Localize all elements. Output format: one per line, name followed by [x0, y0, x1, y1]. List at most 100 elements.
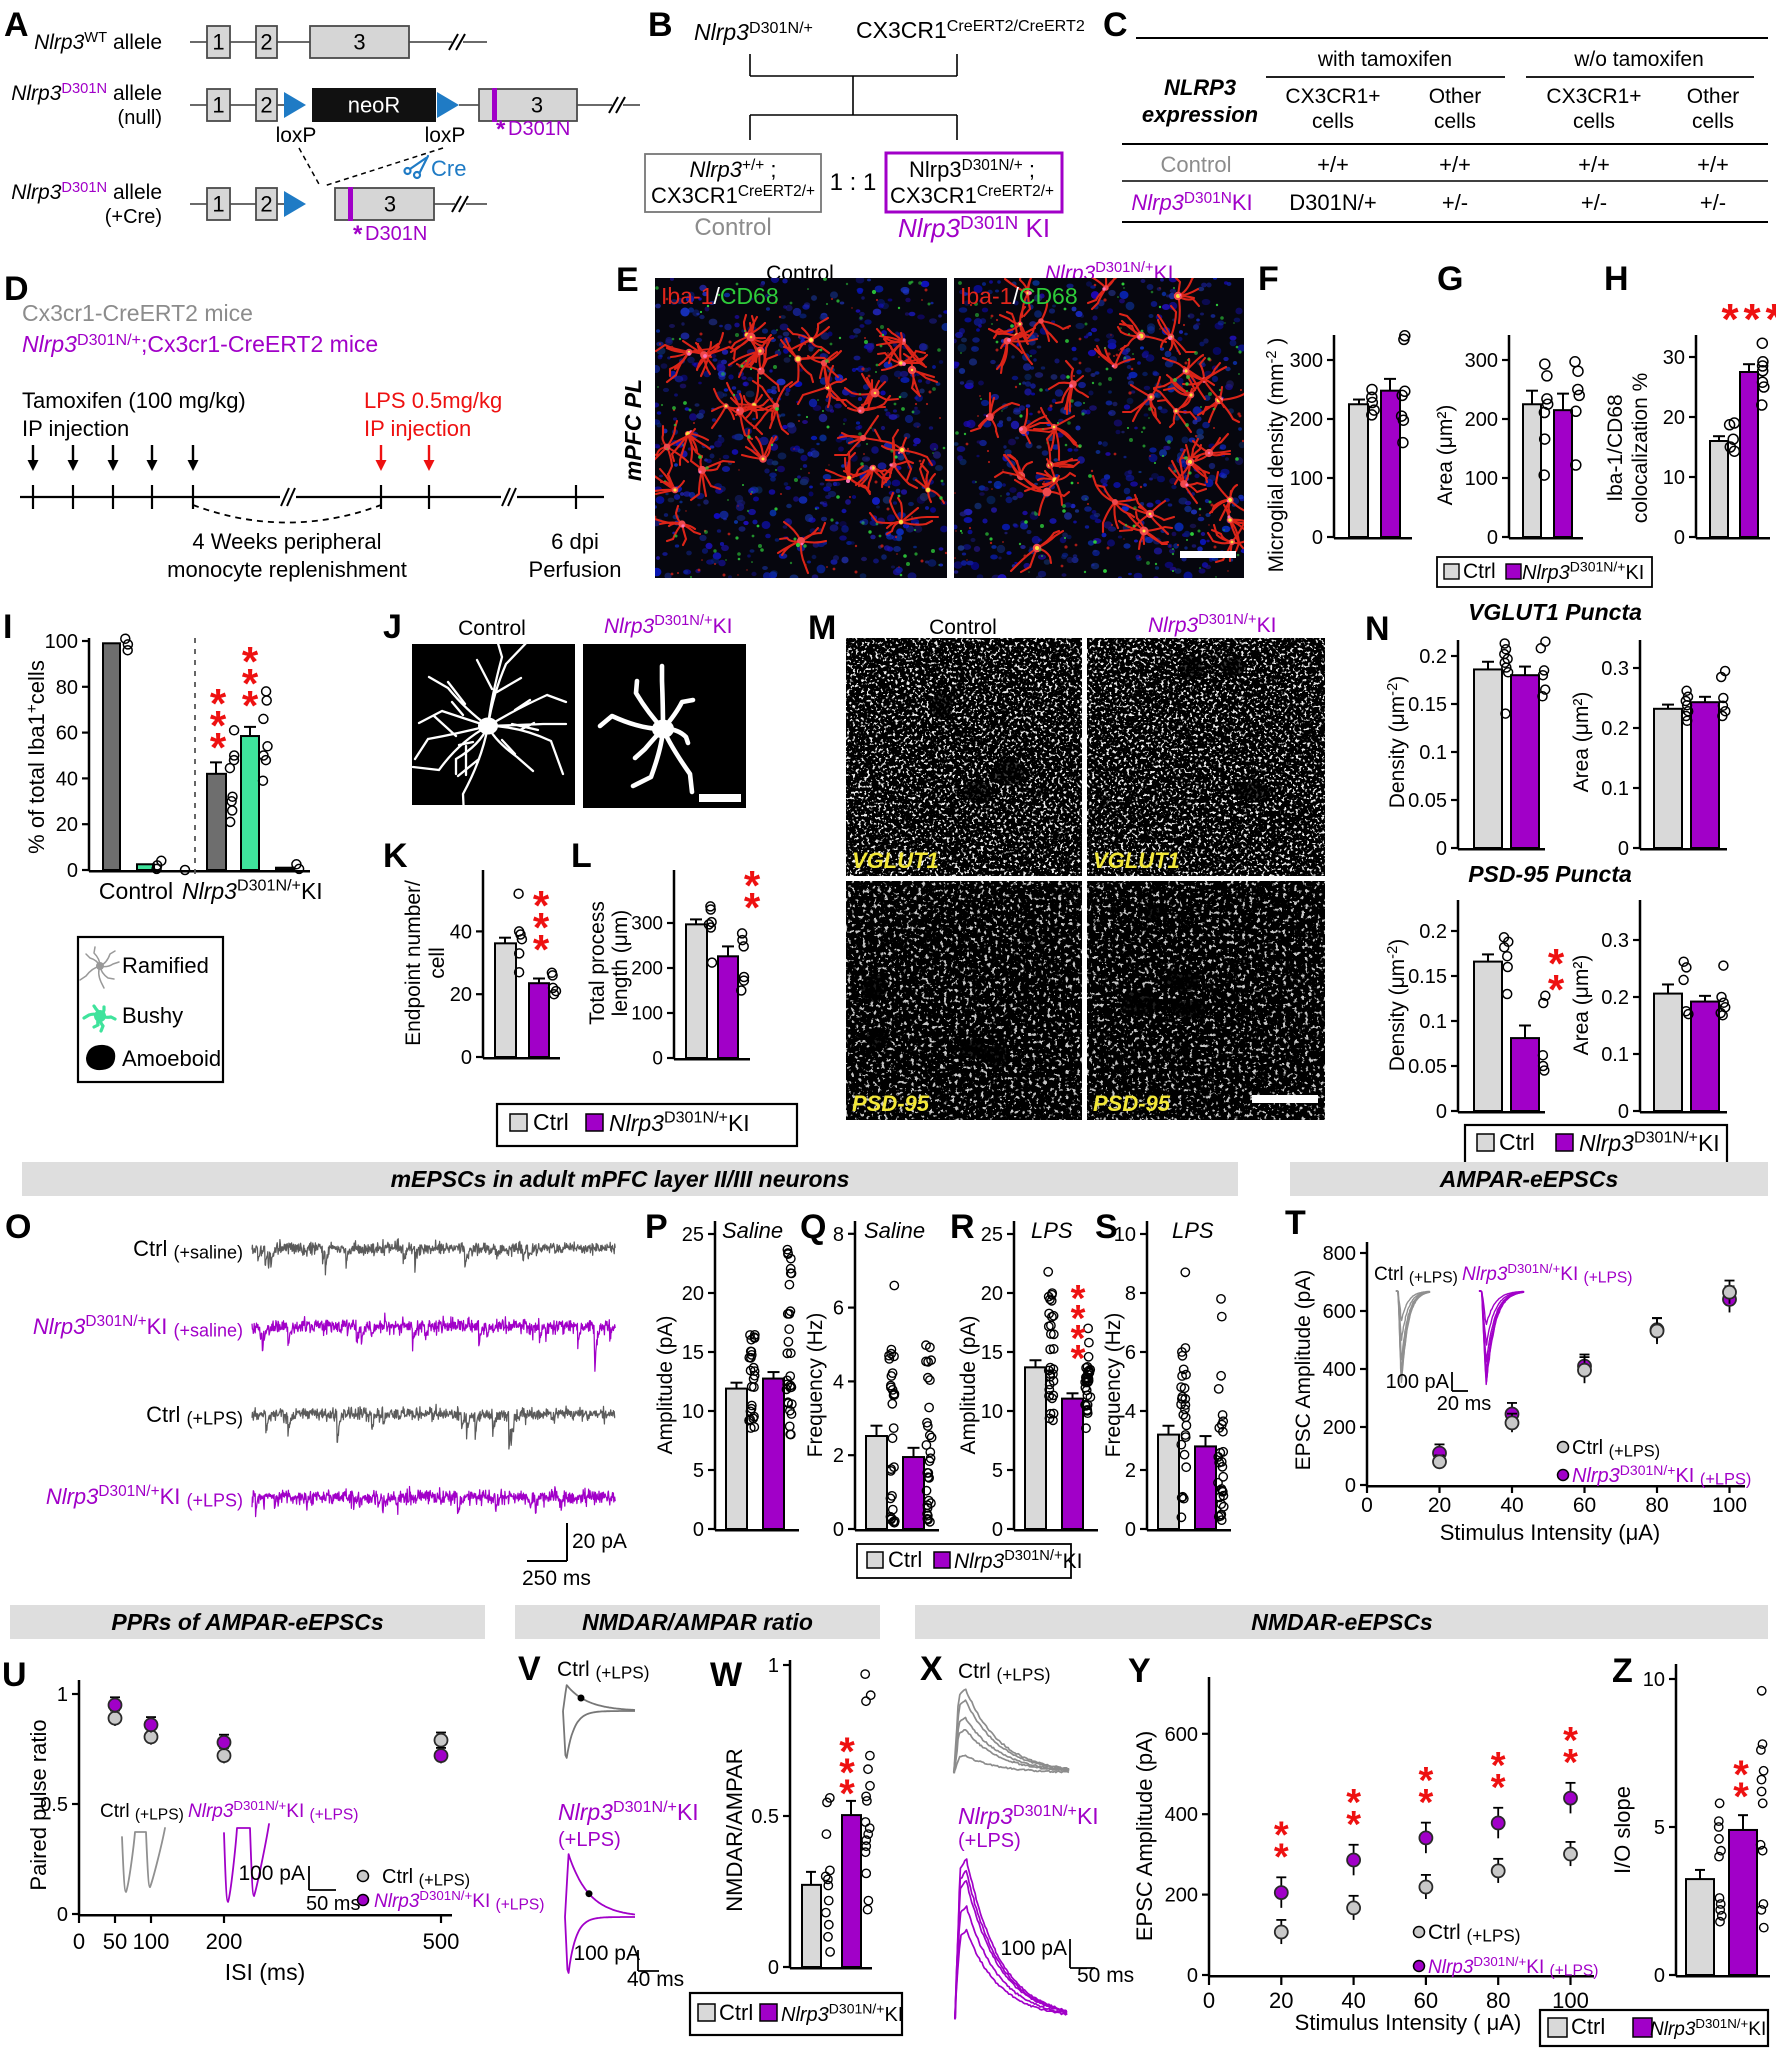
svg-text:0: 0	[67, 860, 78, 882]
svg-text:30: 30	[1663, 347, 1685, 369]
svg-text:0: 0	[1312, 527, 1323, 549]
svg-text:1: 1	[57, 1684, 68, 1706]
svg-text:Endpoint number/: Endpoint number/	[402, 880, 425, 1046]
svg-text:Ctrl (+LPS): Ctrl (+LPS)	[557, 1658, 649, 1683]
svg-text:*: *	[242, 682, 259, 729]
svg-text:80: 80	[56, 677, 78, 699]
svg-text:200: 200	[1290, 409, 1323, 431]
svg-text:EPSC Amplitude (pA): EPSC Amplitude (pA)	[1132, 1731, 1157, 1941]
svg-text:8: 8	[833, 1224, 844, 1246]
svg-text:*: *	[210, 724, 227, 771]
svg-text:1: 1	[768, 1655, 779, 1677]
svg-text:Stimulus Intensity (μA): Stimulus Intensity (μA)	[1440, 1520, 1661, 1545]
svg-text:*: *	[839, 1772, 855, 1816]
svg-text:100: 100	[133, 1929, 170, 1954]
svg-text:6: 6	[833, 1298, 844, 1320]
svg-text:*: *	[353, 221, 363, 248]
svg-text:Bushy: Bushy	[122, 1003, 183, 1028]
svg-text:40: 40	[1500, 1494, 1523, 1517]
svg-text:Nlrp3D301N/+KI: Nlrp3D301N/+KI	[954, 1548, 1082, 1573]
svg-text:I: I	[3, 608, 12, 646]
svg-text:0.1: 0.1	[1601, 1044, 1629, 1066]
svg-text:0: 0	[833, 1519, 844, 1541]
svg-text:1 : 1: 1 : 1	[830, 169, 877, 196]
svg-text:LPS: LPS	[1172, 1218, 1214, 1243]
svg-text:20 ms: 20 ms	[1437, 1393, 1491, 1415]
svg-text:Nlrp3D301NKI: Nlrp3D301NKI	[1131, 190, 1252, 215]
svg-text:0.5: 0.5	[751, 1806, 779, 1828]
svg-text:loxP: loxP	[425, 124, 466, 147]
svg-text:20: 20	[1428, 1494, 1451, 1517]
svg-text:8: 8	[1125, 1283, 1136, 1305]
svg-text:Nlrp3D301N/+KI (+LPS): Nlrp3D301N/+KI (+LPS)	[1462, 1261, 1632, 1286]
svg-text:400: 400	[1323, 1359, 1356, 1381]
svg-text:Other: Other	[1687, 85, 1740, 108]
svg-text:H: H	[1604, 260, 1629, 298]
svg-text:0: 0	[73, 1929, 85, 1954]
svg-text:Control: Control	[458, 617, 526, 640]
svg-text:40 ms: 40 ms	[627, 1968, 684, 1991]
svg-text:60: 60	[1414, 1988, 1438, 2013]
svg-text:80: 80	[1645, 1494, 1668, 1517]
svg-text:*: *	[1274, 1815, 1289, 1857]
svg-text:+/+: +/+	[1697, 152, 1729, 177]
svg-text:100 pA: 100 pA	[1000, 1937, 1067, 1960]
svg-text:G: G	[1437, 260, 1463, 298]
svg-text:0.2: 0.2	[1419, 646, 1447, 668]
svg-text:Nlrp3D301N/+KI: Nlrp3D301N/+KI	[781, 2000, 903, 2026]
svg-text:CX3CR1+: CX3CR1+	[1285, 85, 1380, 108]
svg-text:Ctrl: Ctrl	[1499, 1129, 1535, 1155]
svg-text:Nlrp3D301N allele: Nlrp3D301N allele	[11, 180, 162, 204]
svg-text:+/+: +/+	[1317, 152, 1349, 177]
svg-text:cells: cells	[1573, 110, 1615, 133]
svg-text:100: 100	[1290, 468, 1323, 490]
svg-text:20 pA: 20 pA	[572, 1530, 627, 1553]
svg-text:Nlrp3D301N/+KI: Nlrp3D301N/+KI	[1579, 1128, 1720, 1156]
svg-text:Other: Other	[1429, 85, 1482, 108]
svg-text:Ctrl (+saline): Ctrl (+saline)	[133, 1236, 243, 1263]
svg-text:Control: Control	[99, 878, 173, 904]
svg-text:20: 20	[450, 984, 472, 1006]
svg-text:PSD-95: PSD-95	[1093, 1091, 1171, 1116]
svg-text:Ctrl: Ctrl	[888, 1547, 922, 1572]
svg-text:300: 300	[631, 914, 663, 935]
svg-text:mEPSCs in adult mPFC layer II/: mEPSCs in adult mPFC layer II/III neuron…	[391, 1166, 850, 1192]
svg-text:Ctrl (+LPS): Ctrl (+LPS)	[1428, 1921, 1520, 1946]
svg-text:20: 20	[981, 1283, 1003, 1305]
svg-text:*: *	[839, 1730, 855, 1774]
svg-text:20: 20	[682, 1283, 704, 1305]
svg-text:*: *	[1563, 1720, 1578, 1762]
svg-text:Ctrl: Ctrl	[1571, 2014, 1605, 2039]
svg-text:D: D	[4, 270, 29, 308]
svg-text:D301N: D301N	[508, 118, 570, 140]
svg-text:100 pA: 100 pA	[573, 1942, 640, 1965]
svg-text:Ctrl: Ctrl	[533, 1109, 569, 1135]
svg-text:Nlrp3D301N/+KI: Nlrp3D301N/+KI	[182, 876, 323, 904]
svg-text:*: *	[1071, 1278, 1086, 1320]
svg-text:100: 100	[1712, 1494, 1747, 1517]
svg-text:800: 800	[1323, 1243, 1356, 1265]
svg-text:A: A	[4, 6, 29, 44]
svg-text:*: *	[1419, 1782, 1434, 1824]
svg-text:0: 0	[768, 1957, 779, 1979]
svg-text:Cx3cr1-CreERT2 mice: Cx3cr1-CreERT2 mice	[22, 300, 253, 326]
svg-text:O: O	[5, 1208, 31, 1246]
svg-text:Nlrp3WT allele: Nlrp3WT allele	[34, 30, 162, 54]
svg-text:50 ms: 50 ms	[306, 1893, 360, 1915]
svg-text:0.3: 0.3	[1601, 658, 1629, 680]
svg-text:expression: expression	[1142, 102, 1258, 127]
svg-text:Amoeboid: Amoeboid	[122, 1046, 221, 1071]
svg-text:D301N/+: D301N/+	[1289, 190, 1376, 215]
svg-text:Nlrp3D301N KI: Nlrp3D301N KI	[898, 212, 1050, 243]
svg-text:Control: Control	[1161, 152, 1232, 177]
svg-text:NMDAR/AMPAR: NMDAR/AMPAR	[722, 1748, 747, 1911]
svg-text:100 pA: 100 pA	[1386, 1371, 1450, 1393]
svg-text:0: 0	[652, 1049, 663, 1070]
svg-text:Frequency (Hz): Frequency (Hz)	[804, 1313, 827, 1458]
svg-text:mPFC PL: mPFC PL	[620, 379, 646, 481]
svg-text:AMPAR-eEPSCs: AMPAR-eEPSCs	[1439, 1166, 1619, 1192]
svg-text:4: 4	[1125, 1401, 1136, 1423]
svg-text:Nlrp3D301N/+ ;: Nlrp3D301N/+ ;	[909, 157, 1035, 182]
svg-text:*: *	[533, 904, 550, 951]
svg-text:*: *	[1491, 1767, 1506, 1809]
